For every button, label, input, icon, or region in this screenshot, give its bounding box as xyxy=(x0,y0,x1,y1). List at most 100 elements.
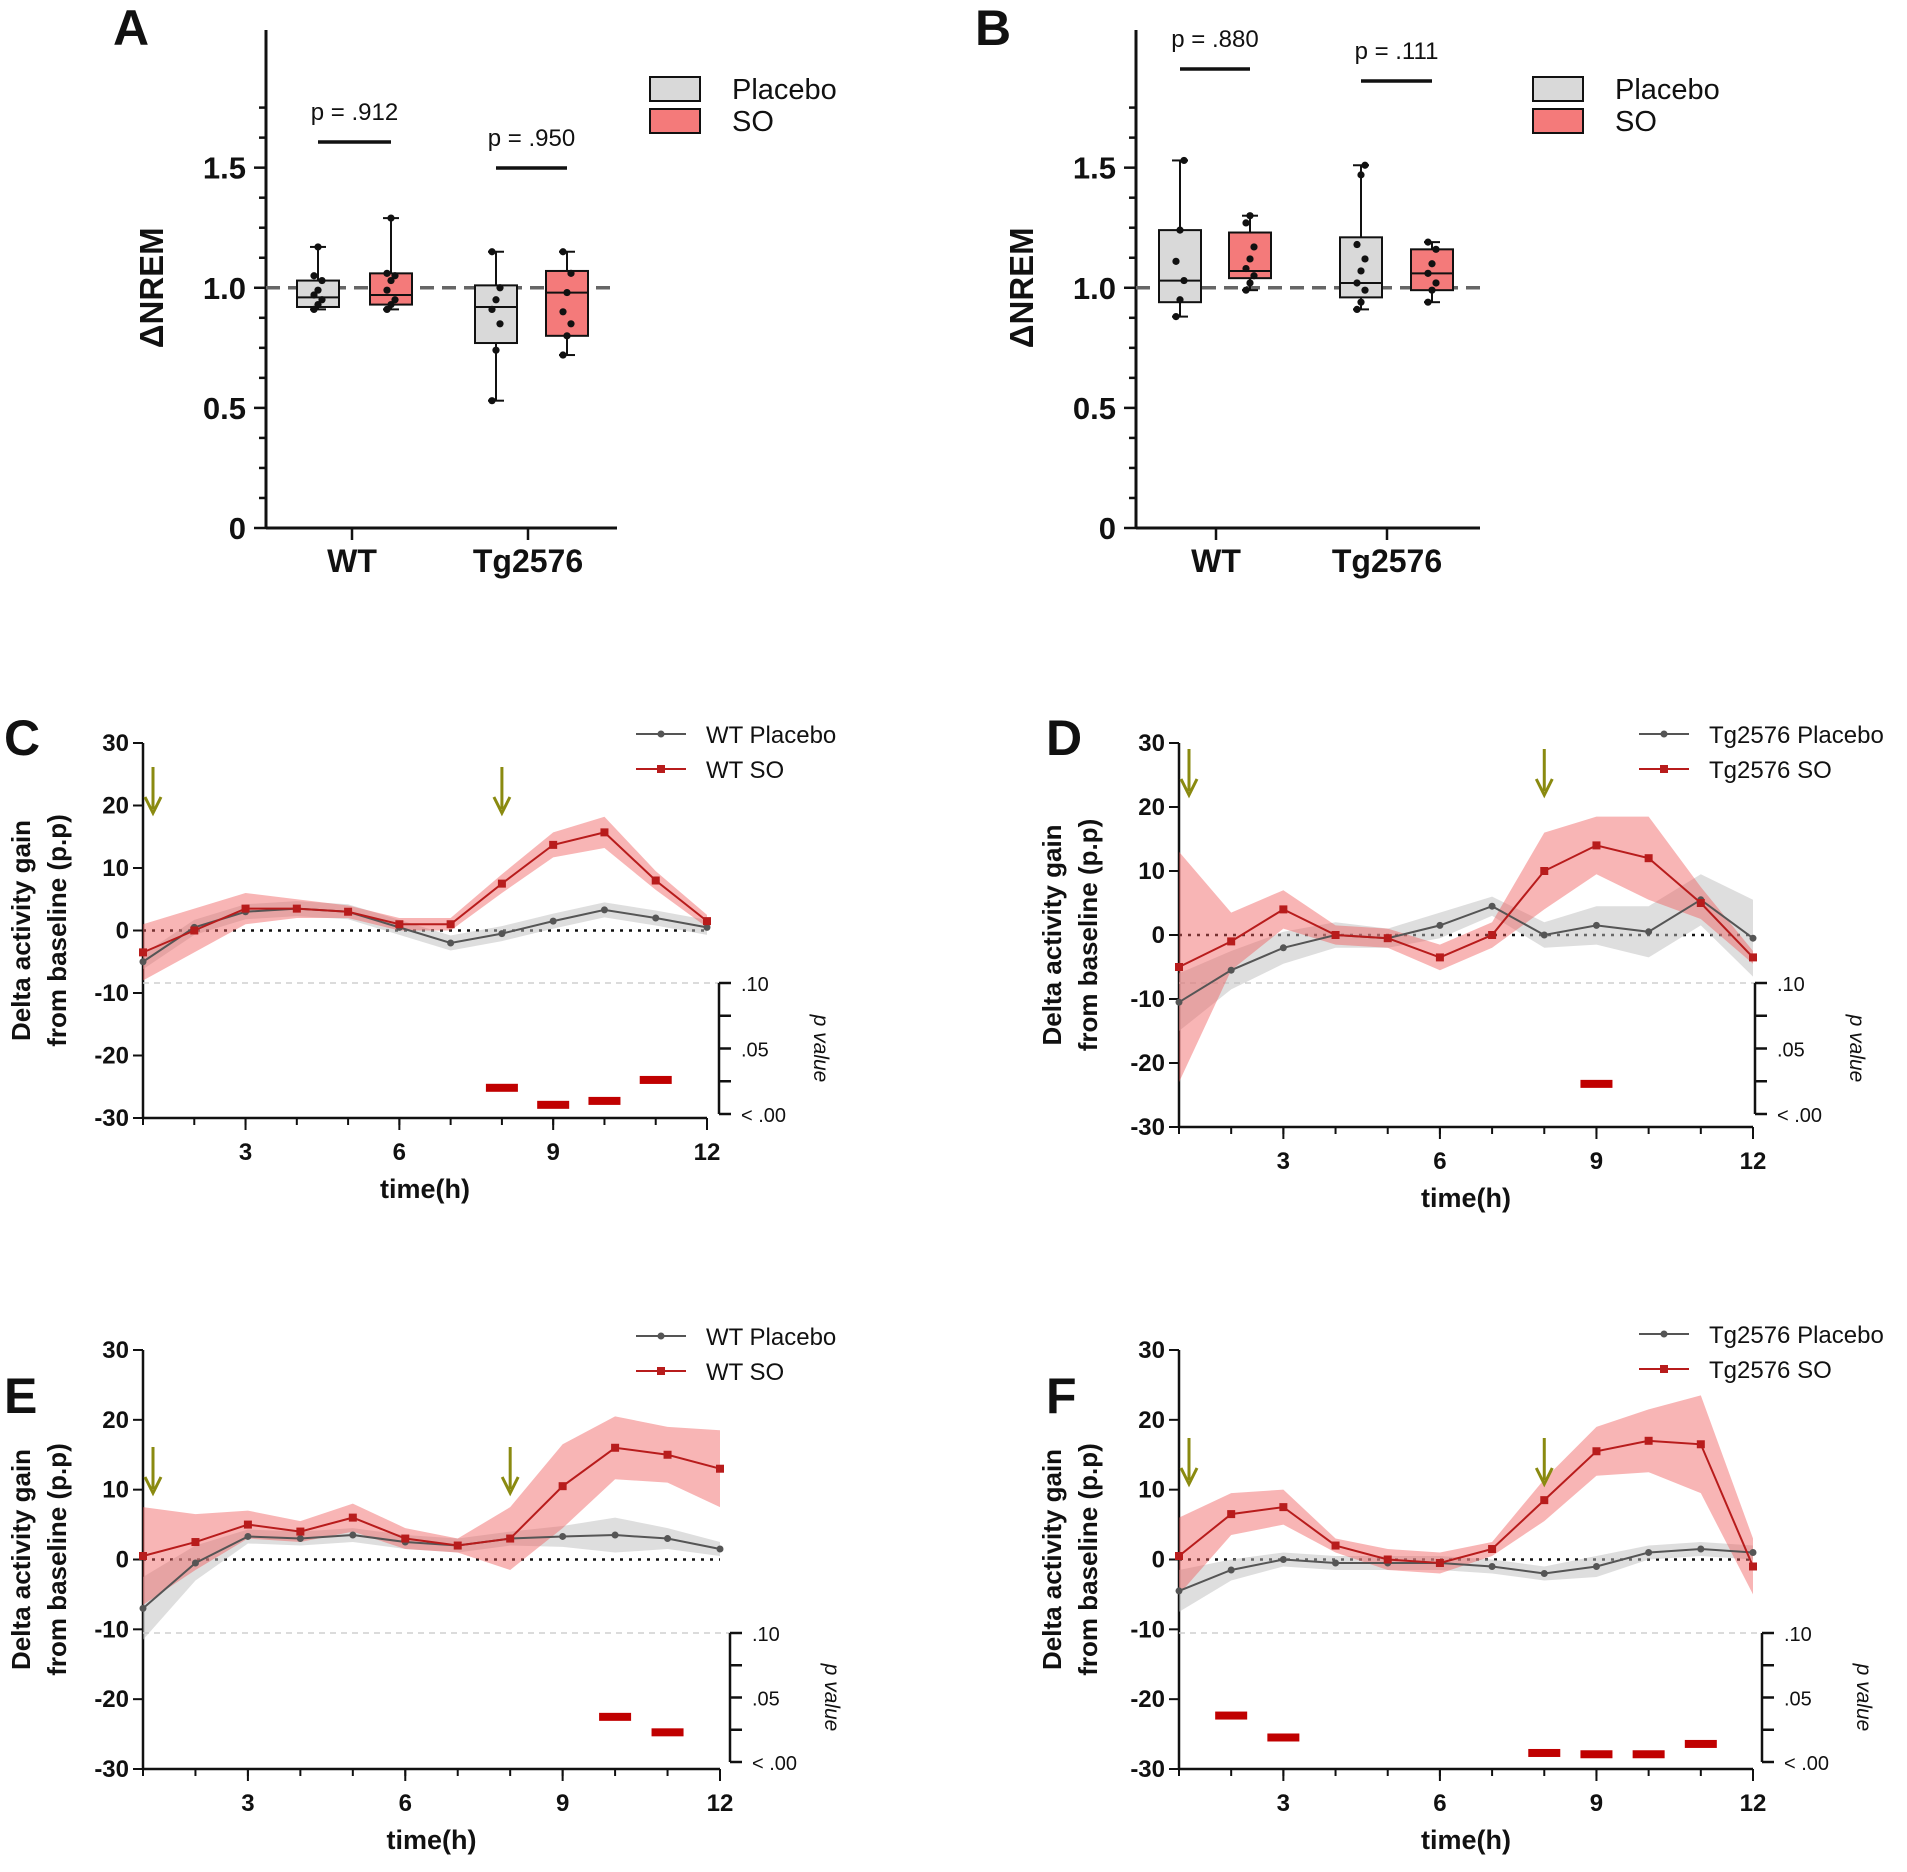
data-point xyxy=(1697,1545,1705,1553)
box-Tg2576-SO xyxy=(1410,238,1454,306)
data-point xyxy=(1383,934,1392,943)
data-point xyxy=(663,1450,672,1459)
series-line xyxy=(142,1446,721,1557)
box-Tg2576-Placebo xyxy=(1339,161,1383,313)
data-point xyxy=(191,1559,199,1567)
x-tick-label: 3 xyxy=(241,1790,254,1817)
legend-label: SO xyxy=(1615,106,1657,138)
data-point xyxy=(1540,1496,1549,1505)
x-tick-label: 12 xyxy=(1740,1790,1767,1817)
data-point xyxy=(600,828,609,837)
x-axis-label: time(h) xyxy=(380,1174,470,1204)
data-point xyxy=(401,1534,410,1543)
data-point xyxy=(1436,921,1444,929)
significance-bar xyxy=(485,1083,518,1092)
y-tick-label: -10 xyxy=(94,1616,129,1643)
x-tick-label: 9 xyxy=(1590,1790,1603,1817)
p-value-label: p = .950 xyxy=(488,125,575,152)
data-point xyxy=(387,276,395,285)
data-point xyxy=(1696,1440,1705,1449)
data-point xyxy=(1361,161,1369,169)
x-tick-label: 9 xyxy=(1590,1148,1603,1175)
legend-marker xyxy=(657,1332,665,1340)
treatment-arrow xyxy=(143,767,163,817)
confidence-band xyxy=(1179,816,1753,1083)
data-point xyxy=(703,923,711,931)
series-line xyxy=(1178,1439,1754,1567)
y-tick-label: 0.5 xyxy=(203,391,246,426)
y-axis-label: from baseline (p.p) xyxy=(42,814,72,1047)
legend-label: Tg2576 SO xyxy=(1709,1357,1832,1384)
data-point xyxy=(1749,1562,1757,1571)
data-point xyxy=(1424,298,1432,306)
data-point xyxy=(318,296,326,304)
y-axis-label: Delta activity gain xyxy=(1037,1449,1067,1670)
panel-letter: E xyxy=(4,1368,37,1424)
legend-swatch xyxy=(649,108,701,134)
data-point xyxy=(716,1464,724,1473)
x-tick-label: 12 xyxy=(694,1139,721,1166)
data-point xyxy=(446,920,455,929)
data-point xyxy=(1432,245,1440,253)
y-tick-label: -10 xyxy=(94,980,129,1007)
series-line xyxy=(142,831,708,954)
y-tick-label: -10 xyxy=(1130,986,1165,1013)
y-tick-label: 10 xyxy=(1138,858,1165,885)
x-tick-label: 6 xyxy=(399,1790,412,1817)
significance-bar xyxy=(588,1096,621,1105)
data-point xyxy=(1428,260,1436,268)
data-point xyxy=(1353,279,1361,287)
arrow-head xyxy=(500,1476,520,1497)
data-point xyxy=(716,1545,724,1553)
data-point xyxy=(1227,966,1235,974)
legend-swatch xyxy=(1532,108,1584,134)
x-tick-label: 12 xyxy=(1740,1148,1767,1175)
data-point xyxy=(383,305,391,313)
data-point xyxy=(559,1532,567,1540)
data-point xyxy=(383,286,391,294)
category-label: WT xyxy=(327,543,377,579)
data-point xyxy=(1246,255,1254,263)
p-axis-tick-label: .10 xyxy=(1777,974,1805,996)
data-point xyxy=(391,296,399,304)
p-value-label: p = .912 xyxy=(311,99,398,126)
legend-label: SO xyxy=(732,106,774,138)
data-point xyxy=(1435,1558,1444,1567)
data-point xyxy=(139,1604,147,1612)
p-value-label: p = .111 xyxy=(1355,38,1439,65)
y-tick-label: 0 xyxy=(1152,922,1165,949)
data-point xyxy=(1250,243,1258,251)
panel-letter: B xyxy=(975,0,1011,56)
data-point xyxy=(1592,921,1600,929)
box xyxy=(545,269,589,337)
y-tick-label: 0 xyxy=(116,918,129,945)
data-point xyxy=(1424,238,1432,246)
panel-letter: C xyxy=(4,710,40,766)
data-point xyxy=(1175,998,1183,1006)
y-tick-label: -20 xyxy=(1130,1686,1165,1713)
data-point xyxy=(391,272,399,280)
treatment-arrow xyxy=(492,767,512,817)
series-line xyxy=(1178,898,1754,1004)
y-axis-label: Delta activity gain xyxy=(6,1449,36,1670)
y-tick-label: 0 xyxy=(1152,1547,1165,1574)
confidence-band xyxy=(1179,1395,1753,1595)
legend-marker xyxy=(1660,1330,1668,1338)
data-point xyxy=(1279,1556,1287,1563)
series-line xyxy=(1178,1548,1754,1592)
arrow-head xyxy=(1534,1467,1554,1488)
x-tick-label: 9 xyxy=(547,1139,560,1166)
x-tick-label: 6 xyxy=(1433,1790,1446,1817)
p-axis-tick-label: < .00 xyxy=(752,1753,797,1775)
data-point xyxy=(1331,1541,1340,1550)
data-point xyxy=(314,300,322,309)
data-point xyxy=(559,248,567,256)
significance-bar xyxy=(1580,1079,1613,1088)
data-point xyxy=(488,305,496,313)
data-point xyxy=(600,906,608,914)
arrow-head xyxy=(143,1476,163,1497)
y-tick-label: -30 xyxy=(1130,1114,1165,1141)
y-axis-label: ΔNREM xyxy=(1003,227,1040,348)
p-axis-label: p value xyxy=(809,1014,832,1083)
data-point xyxy=(1227,1510,1236,1519)
